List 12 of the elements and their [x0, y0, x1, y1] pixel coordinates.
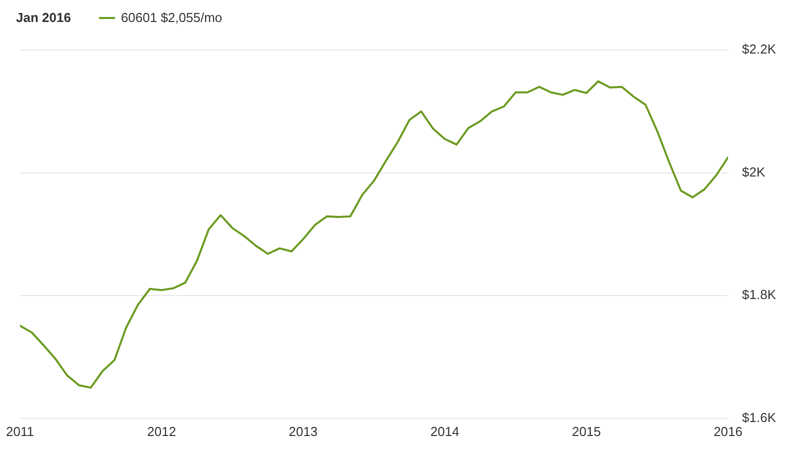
y-tick-label: $1.8K: [742, 287, 776, 302]
x-tick-label: 2011: [6, 424, 34, 439]
legend-label: 60601 $2,055/mo: [120, 10, 222, 25]
y-tick-label: $1.6K: [742, 410, 776, 425]
x-tick-label: 2015: [572, 424, 601, 439]
y-tick-label: $2.2K: [742, 42, 776, 57]
x-tick-label: 2012: [147, 424, 176, 439]
x-tick-label: 2016: [714, 424, 742, 439]
legend-title: Jan 2016: [16, 10, 71, 25]
x-tick-label: 2013: [288, 424, 318, 439]
y-tick-label: $2K: [742, 164, 766, 180]
x-tick-label: 2014: [430, 424, 460, 439]
